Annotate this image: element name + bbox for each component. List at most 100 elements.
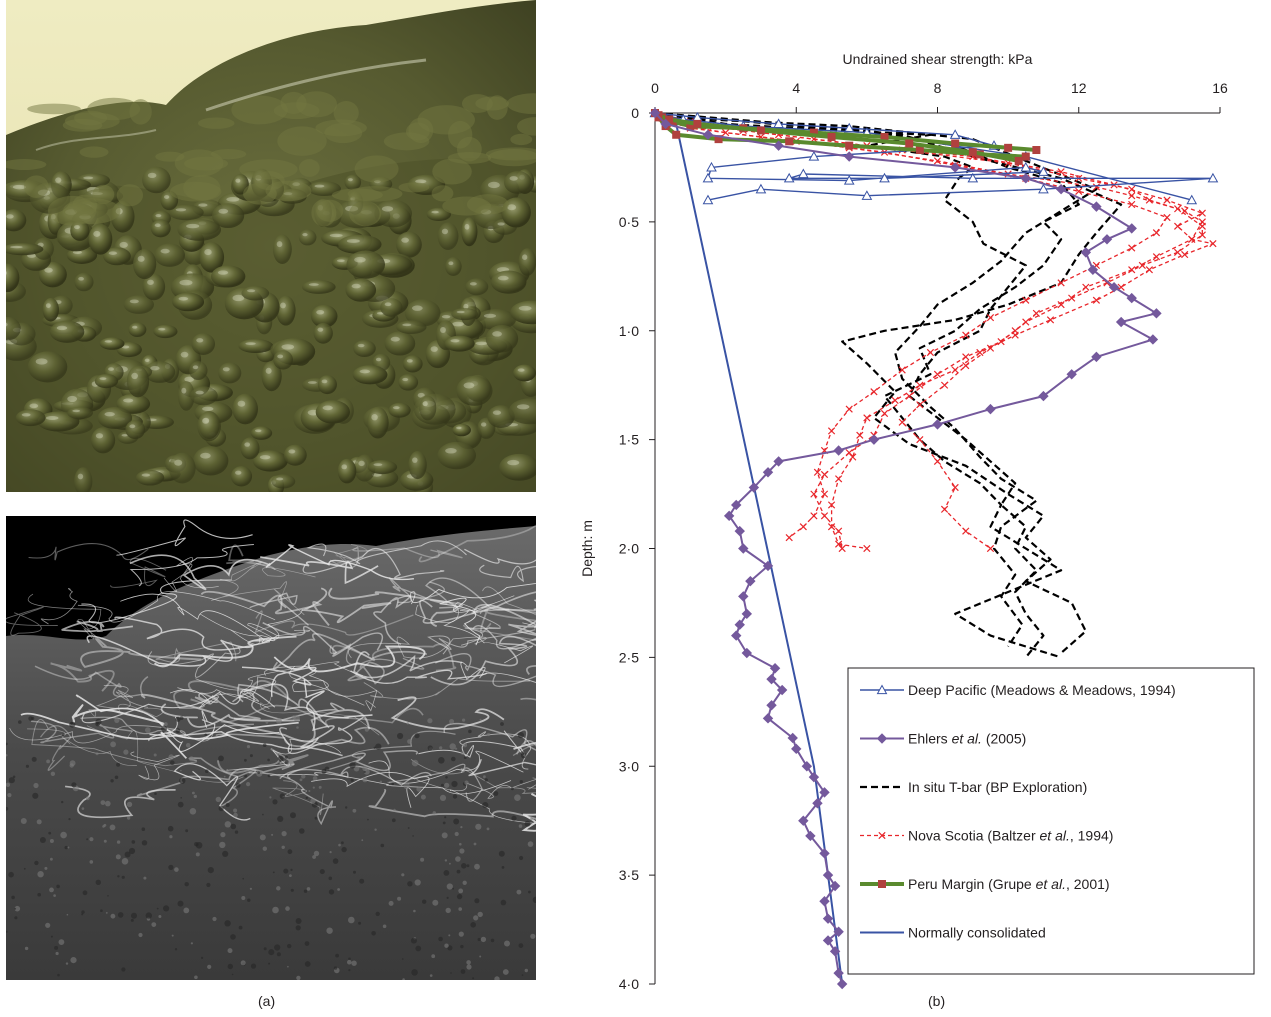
pellet-highlight	[35, 358, 48, 365]
speckle	[308, 790, 311, 792]
speckle	[11, 895, 15, 900]
pellet-highlight	[178, 296, 189, 301]
speckle	[8, 871, 14, 878]
data-point-marker	[819, 787, 830, 798]
data-point-marker	[861, 190, 873, 200]
speckle	[85, 796, 90, 801]
speckle	[321, 768, 327, 774]
pellet	[353, 340, 376, 357]
speckle	[131, 840, 136, 844]
pellet-highlight	[129, 299, 139, 304]
speckle	[519, 855, 524, 861]
speckle	[303, 889, 308, 893]
speckle	[468, 729, 472, 734]
data-point-marker	[1152, 229, 1161, 237]
series-line	[654, 111, 1080, 659]
mud-lump	[231, 95, 288, 125]
speckle	[290, 888, 294, 892]
speckle	[56, 884, 60, 889]
data-point-marker	[1032, 146, 1041, 155]
speckle	[224, 920, 231, 927]
data-point-marker	[1174, 222, 1182, 230]
pellet	[346, 250, 386, 279]
speckle	[39, 837, 46, 843]
fibre	[273, 645, 426, 673]
fibre	[241, 666, 317, 697]
mud-lump	[432, 158, 472, 185]
speckle	[6, 742, 8, 746]
speckle	[283, 868, 289, 874]
pellet-highlight	[6, 322, 8, 327]
pellet	[6, 316, 21, 341]
data-point-marker	[755, 183, 767, 194]
data-point-marker	[838, 544, 846, 553]
speckle	[440, 783, 444, 787]
speckle	[439, 746, 443, 750]
speckle	[438, 757, 445, 764]
speckle	[168, 864, 174, 870]
pellet	[485, 325, 519, 353]
speckle	[267, 758, 270, 762]
speckle	[461, 863, 467, 869]
fibre	[303, 678, 373, 719]
speckle	[268, 949, 275, 956]
data-point-marker	[820, 512, 829, 520]
data-point-marker	[785, 533, 793, 542]
speckle	[67, 846, 70, 849]
speckle	[117, 875, 120, 878]
pellet	[437, 441, 477, 470]
pellet-highlight	[119, 241, 128, 248]
speckle	[175, 728, 181, 734]
fibre	[430, 635, 536, 686]
speckle	[530, 817, 533, 821]
speckle	[170, 760, 175, 765]
speckle	[490, 938, 495, 943]
data-point-marker	[660, 118, 671, 130]
mud-lump	[243, 182, 277, 205]
pellet-highlight	[154, 223, 161, 228]
speckle	[46, 759, 50, 764]
speckle	[375, 743, 382, 750]
speckle	[289, 874, 292, 877]
data-point-marker	[863, 414, 871, 422]
speckle	[532, 896, 536, 903]
pellet-highlight	[141, 473, 151, 477]
speckle	[131, 912, 137, 919]
pellet-highlight	[147, 279, 154, 285]
pellet-highlight	[55, 177, 62, 183]
data-point-marker	[805, 830, 816, 842]
x-axis-title: Undrained shear strength: kPa	[843, 51, 1033, 67]
data-point-marker	[734, 619, 745, 630]
pellet-highlight	[308, 283, 319, 286]
data-point-marker	[1151, 308, 1162, 319]
speckle	[382, 924, 387, 929]
pellet-highlight	[497, 222, 505, 226]
speckle	[218, 755, 224, 762]
pellet-highlight	[341, 464, 348, 470]
pellet-highlight	[198, 203, 208, 207]
pellet-highlight	[237, 400, 246, 407]
speckle	[177, 801, 184, 808]
speckle	[518, 943, 524, 948]
mud-lump	[447, 152, 492, 164]
speckle	[462, 880, 467, 885]
speckle	[23, 867, 26, 870]
speckle	[249, 754, 253, 758]
pellet-highlight	[430, 346, 438, 352]
speckle	[70, 722, 73, 725]
speckle	[169, 835, 173, 839]
speckle	[301, 774, 306, 779]
pellet-highlight	[307, 381, 317, 384]
data-point-marker	[1055, 184, 1067, 195]
fibre	[148, 724, 280, 752]
fibre	[439, 597, 481, 646]
speckle	[95, 879, 102, 885]
data-point-marker	[812, 798, 823, 809]
pellet	[465, 278, 489, 296]
pellet	[142, 166, 171, 194]
speckle	[192, 791, 195, 795]
data-point-marker	[810, 490, 818, 498]
pellet	[97, 407, 133, 430]
pellet	[272, 234, 292, 265]
speckle	[206, 882, 211, 888]
